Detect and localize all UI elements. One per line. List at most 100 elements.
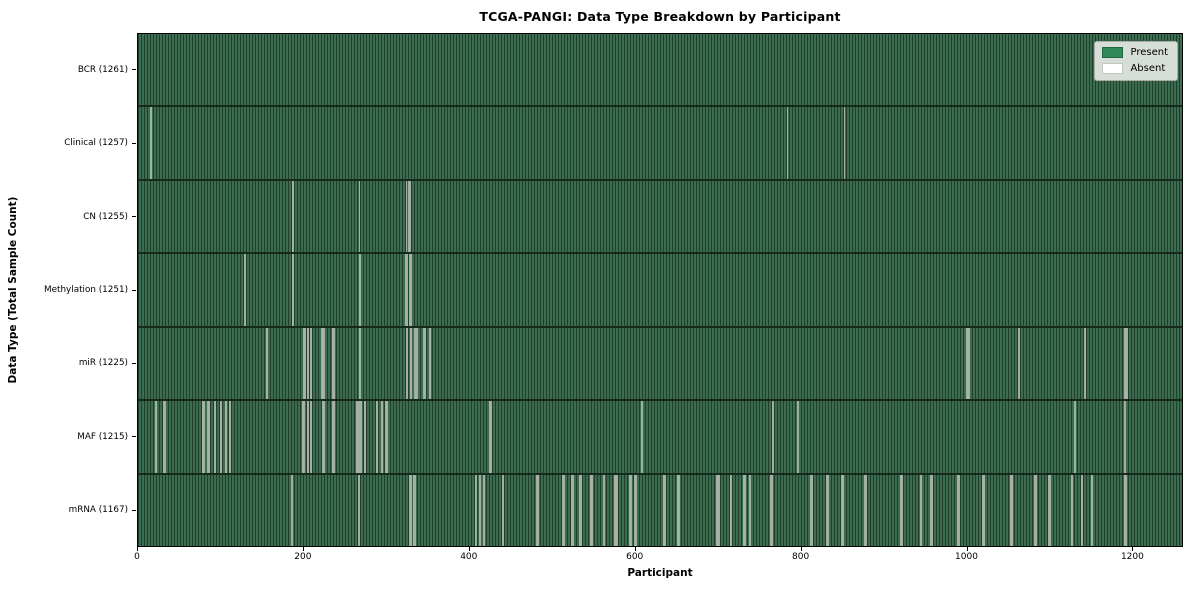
absent-mark [743, 474, 746, 546]
absent-mark [716, 474, 718, 546]
absent-mark [309, 327, 312, 400]
present-swatch [1102, 47, 1124, 58]
absent-mark [323, 327, 325, 400]
absent-mark [786, 107, 789, 179]
absent-mark [1034, 474, 1036, 546]
absent-mark [841, 474, 843, 546]
absent-mark [662, 474, 665, 546]
absent-mark [413, 474, 415, 546]
absent-mark [663, 474, 665, 546]
y-tick-mark [132, 509, 136, 511]
absent-mark [357, 401, 359, 473]
y-tick-label-maf: MAF (1215) [77, 431, 128, 442]
absent-mark [292, 180, 295, 253]
y-tick-mark [132, 289, 136, 291]
absent-mark [303, 327, 305, 400]
heatmap-row-mir [138, 325, 1182, 400]
absent-mark [579, 474, 582, 546]
absent-mark [635, 474, 637, 546]
absent-mark [589, 474, 592, 546]
absent-mark [214, 401, 217, 473]
absent-mark [309, 401, 312, 473]
absent-mark [771, 401, 774, 473]
heatmap-row-maf [138, 399, 1182, 473]
x-tick-mark [137, 547, 138, 551]
absent-mark [307, 401, 309, 473]
absent-mark [409, 180, 411, 253]
absent-mark [630, 474, 632, 546]
absent-mark [1071, 474, 1074, 546]
absent-mark [537, 474, 540, 546]
y-tick-mark [132, 362, 136, 364]
absent-mark [416, 327, 419, 400]
absent-mark [678, 474, 680, 546]
absent-mark [409, 474, 411, 546]
absent-mark [748, 474, 751, 546]
absent-mark [150, 107, 153, 179]
absent-mark [292, 254, 295, 326]
absent-mark [155, 401, 158, 473]
absent-mark [931, 474, 934, 546]
x-tick-mark [800, 547, 802, 551]
absent-mark [826, 474, 829, 546]
absent-mark [749, 474, 752, 546]
absent-mark [572, 474, 574, 546]
x-tick-mark [966, 547, 968, 551]
absent-swatch [1102, 63, 1124, 74]
absent-mark [333, 401, 335, 473]
absent-mark [405, 254, 407, 326]
absent-mark [322, 327, 324, 400]
absent-mark [479, 474, 482, 546]
absent-mark [1091, 474, 1093, 546]
x-tick-label-1000: 1000 [955, 552, 978, 562]
absent-mark [1083, 327, 1086, 400]
absent-mark [615, 474, 617, 546]
x-tick-label-400: 400 [460, 552, 478, 562]
legend-item-present: Present [1102, 47, 1168, 58]
absent-mark [150, 107, 152, 179]
absent-mark [930, 474, 933, 546]
absent-mark [900, 474, 903, 546]
heatmap-rows-container [138, 34, 1182, 546]
absent-mark [1123, 474, 1126, 546]
absent-mark [717, 474, 719, 546]
absent-mark [385, 401, 388, 473]
absent-mark [770, 474, 772, 546]
absent-mark [405, 254, 408, 326]
y-tick-label-cn: CN (1255) [83, 211, 128, 222]
y-tick-label-mrna: mRNA (1167) [68, 505, 128, 516]
absent-mark [265, 327, 268, 400]
absent-mark [415, 327, 418, 400]
absent-mark [629, 474, 631, 546]
absent-mark [614, 474, 617, 546]
absent-mark [302, 401, 304, 473]
absent-mark [359, 327, 362, 400]
absent-mark [304, 327, 306, 400]
absent-mark [414, 474, 416, 546]
absent-mark [501, 474, 504, 546]
y-tick-mark [132, 69, 136, 71]
absent-mark [865, 474, 867, 546]
absent-mark [405, 327, 408, 400]
absent-mark [536, 474, 539, 546]
absent-mark [385, 401, 387, 473]
absent-mark [307, 327, 309, 400]
absent-mark [563, 474, 565, 546]
absent-mark [590, 474, 593, 546]
absent-mark [640, 401, 643, 473]
y-tick-label-bcr: BCR (1261) [77, 64, 128, 75]
absent-mark [1084, 327, 1087, 400]
absent-mark [364, 401, 367, 473]
absent-mark [322, 401, 324, 473]
y-tick-mark [132, 436, 136, 438]
absent-mark [306, 327, 309, 400]
absent-mark [356, 401, 358, 473]
absent-mark [603, 474, 606, 546]
absent-mark [376, 401, 378, 473]
absent-mark [164, 401, 166, 473]
absent-mark [1010, 474, 1012, 546]
heatmap-row-clinical [138, 105, 1182, 179]
absent-mark [1048, 474, 1050, 546]
absent-mark [729, 474, 732, 546]
absent-mark [358, 474, 361, 546]
